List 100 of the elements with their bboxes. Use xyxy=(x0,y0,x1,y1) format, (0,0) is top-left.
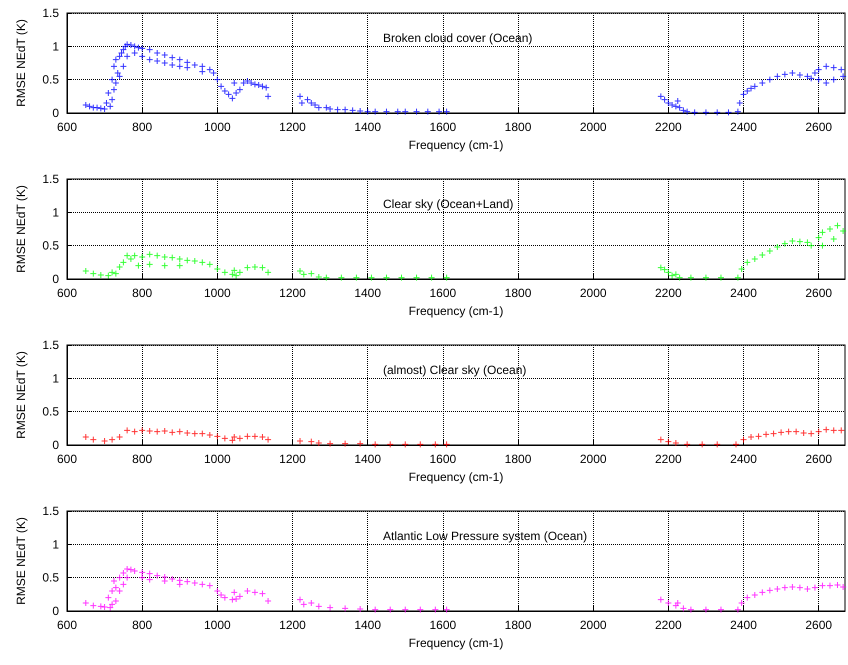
point xyxy=(308,438,314,445)
point xyxy=(259,434,266,440)
x-axis-title: Frequency (cm-1) xyxy=(408,304,504,318)
point xyxy=(672,440,679,446)
y-tick-label: 0 xyxy=(52,272,60,286)
point xyxy=(162,428,168,434)
point xyxy=(90,436,96,443)
point xyxy=(800,430,807,436)
point xyxy=(823,426,830,433)
point xyxy=(444,441,450,448)
y-axis-title: RMSE NEdT (K) xyxy=(14,351,28,439)
y-tick-label: 1.5 xyxy=(42,338,60,352)
y-axis-title: RMSE NEdT (K) xyxy=(14,19,28,107)
point xyxy=(327,440,334,447)
x-tick-label: 1400 xyxy=(354,120,382,134)
x-tick-label: 2200 xyxy=(655,452,682,466)
x-tick-label: 2600 xyxy=(805,286,832,300)
y-tick-label: 0 xyxy=(52,438,60,452)
point xyxy=(124,427,130,434)
point xyxy=(139,427,146,434)
point xyxy=(793,428,800,435)
point xyxy=(417,441,424,448)
annotation: (almost) Clear sky (Ocean) xyxy=(383,363,526,377)
x-tick-label: 600 xyxy=(56,452,78,466)
point xyxy=(214,433,220,440)
y-tick-label: 0.5 xyxy=(42,238,60,253)
x-tick-label: 2200 xyxy=(655,618,682,632)
x-tick-label: 1800 xyxy=(504,618,532,632)
point xyxy=(82,434,89,440)
annotation: Clear sky (Ocean+Land) xyxy=(383,197,514,211)
x-tick-label: 1600 xyxy=(429,452,457,466)
point xyxy=(770,430,777,437)
x-tick-label: 1000 xyxy=(204,120,232,134)
x-tick-label: 1000 xyxy=(204,618,232,632)
point xyxy=(699,441,706,448)
x-tick-label: 1400 xyxy=(354,286,382,300)
x-tick-label: 2200 xyxy=(655,120,682,134)
point xyxy=(109,436,116,443)
point xyxy=(102,438,108,444)
x-tick-label: 600 xyxy=(56,618,78,632)
point xyxy=(733,441,740,448)
point xyxy=(231,434,238,440)
x-tick-label: 1200 xyxy=(279,452,306,466)
point xyxy=(146,428,153,434)
x-tick-label: 1800 xyxy=(504,286,532,300)
point xyxy=(372,441,378,448)
point xyxy=(176,428,183,435)
point xyxy=(684,441,690,448)
point xyxy=(199,430,206,437)
y-tick-label: 1 xyxy=(52,39,60,54)
annotation: Atlantic Low Pressure system (Ocean) xyxy=(383,529,588,543)
x-tick-label: 1600 xyxy=(429,120,457,134)
point xyxy=(432,441,438,448)
point xyxy=(763,431,770,438)
x-tick-label: 1400 xyxy=(354,452,382,466)
x-tick-label: 2400 xyxy=(730,452,758,466)
x-axis-title: Frequency (cm-1) xyxy=(408,636,504,650)
y-tick-label: 0.5 xyxy=(42,72,60,87)
point xyxy=(778,429,784,436)
point xyxy=(316,440,322,446)
x-tick-label: 2200 xyxy=(655,286,682,300)
point xyxy=(786,428,792,435)
point xyxy=(838,427,844,434)
y-tick-label: 1.5 xyxy=(42,504,60,518)
x-tick-label: 2400 xyxy=(730,120,758,134)
point xyxy=(665,438,672,445)
y-tick-label: 1.5 xyxy=(42,6,60,20)
point xyxy=(206,432,213,438)
point xyxy=(748,434,754,440)
point xyxy=(830,427,837,434)
y-tick-label: 0 xyxy=(52,106,60,120)
y-tick-label: 1.5 xyxy=(42,172,60,186)
point xyxy=(402,441,408,448)
point xyxy=(816,428,822,435)
point xyxy=(387,441,394,448)
x-tick-label: 2400 xyxy=(730,618,758,632)
point xyxy=(252,433,258,440)
point xyxy=(808,430,814,437)
x-axis-title: Frequency (cm-1) xyxy=(408,138,504,152)
x-tick-label: 1800 xyxy=(504,120,532,134)
x-tick-label: 600 xyxy=(56,286,78,300)
point xyxy=(192,430,198,437)
x-tick-label: 800 xyxy=(132,618,152,632)
point xyxy=(658,436,664,443)
point xyxy=(154,428,160,435)
point xyxy=(756,433,762,440)
x-tick-label: 1800 xyxy=(504,452,532,466)
x-tick-label: 1200 xyxy=(279,618,306,632)
x-tick-label: 800 xyxy=(132,452,152,466)
x-tick-label: 1200 xyxy=(279,120,306,134)
x-tick-label: 2600 xyxy=(805,120,832,134)
point xyxy=(342,440,348,447)
y-tick-label: 0.5 xyxy=(42,404,60,419)
x-tick-label: 2400 xyxy=(730,286,758,300)
point xyxy=(169,429,176,436)
point xyxy=(714,441,720,448)
point xyxy=(236,435,243,442)
y-tick-label: 1 xyxy=(52,371,60,386)
point xyxy=(184,430,190,436)
y-axis-title: RMSE NEdT (K) xyxy=(14,517,28,605)
